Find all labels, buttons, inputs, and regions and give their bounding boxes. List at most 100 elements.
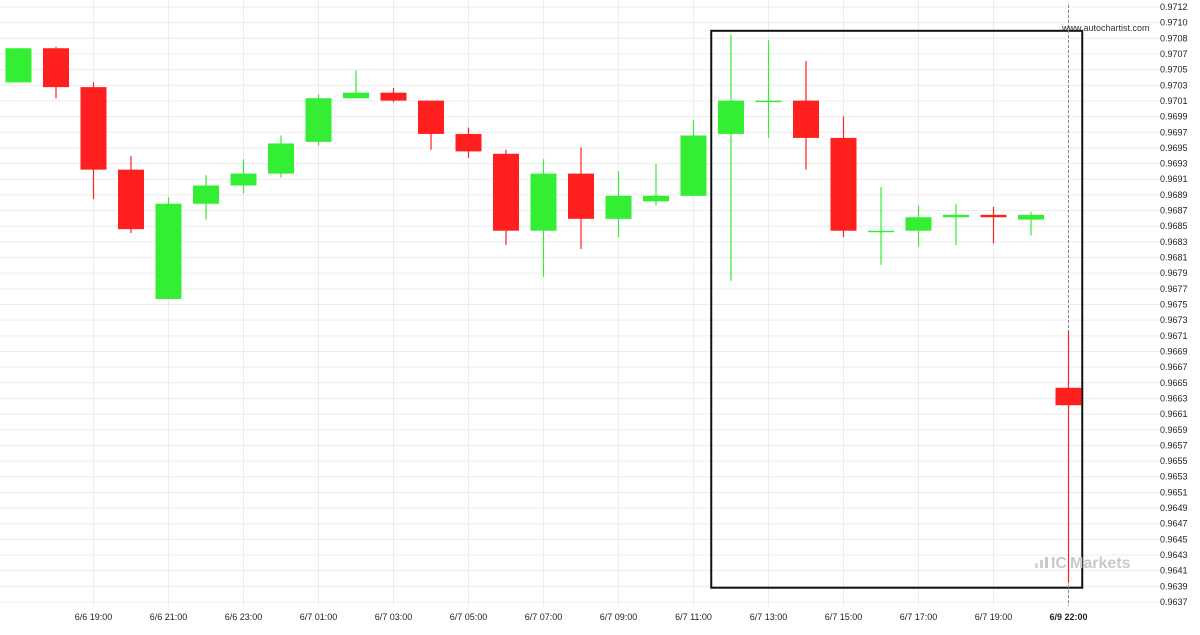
- x-tick-label: 6/7 19:00: [975, 612, 1013, 622]
- x-tick-label: 6/7 17:00: [900, 612, 938, 622]
- y-tick-label: 0.9679: [1160, 268, 1188, 278]
- candle-body: [305, 98, 332, 142]
- pattern-highlight-box: [710, 29, 1084, 589]
- candle-body: [230, 173, 257, 186]
- x-axis: 6/6 19:00 6/6 21:00 6/6 23:00 6/7 01:00 6/7 …: [75, 612, 1088, 622]
- candle-body: [1055, 387, 1082, 406]
- candle-up: [943, 203, 969, 245]
- candle-up: [193, 175, 219, 220]
- candle-body: [568, 173, 594, 219]
- candle-down: [80, 82, 107, 199]
- candle-down: [980, 206, 1007, 244]
- y-tick-label: 0.9681: [1160, 253, 1188, 263]
- candle-up: [718, 34, 744, 281]
- candle-body: [493, 153, 519, 231]
- y-tick-label: 0.9701: [1160, 96, 1188, 106]
- x-tick-label: 6/7 15:00: [825, 612, 863, 622]
- y-tick-label: 0.9689: [1160, 190, 1188, 200]
- candle-body: [80, 87, 107, 170]
- candle-up: [755, 40, 782, 138]
- candle-down: [380, 87, 407, 103]
- candle-body: [643, 195, 669, 202]
- x-tick-label: 6/6 19:00: [75, 612, 113, 622]
- y-tick-label: 0.9677: [1160, 284, 1188, 294]
- y-tick-label: 0.9697: [1160, 127, 1188, 137]
- candle-up: [5, 48, 32, 83]
- x-tick-label: 6/7 01:00: [300, 612, 338, 622]
- candle-body: [530, 173, 557, 231]
- y-tick-label: 0.9661: [1160, 409, 1188, 419]
- candle-body: [193, 185, 219, 204]
- candle-up: [905, 205, 932, 247]
- y-tick-label: 0.9657: [1160, 440, 1188, 450]
- x-tick-label: 6/7 09:00: [600, 612, 638, 622]
- candle-body: [1018, 214, 1044, 220]
- candle-up: [305, 94, 332, 146]
- candle-down: [455, 127, 482, 158]
- y-tick-label: 0.9647: [1160, 519, 1188, 529]
- candle-body: [605, 195, 632, 219]
- candle-body: [5, 48, 32, 83]
- y-tick-label: 0.9645: [1160, 534, 1188, 544]
- y-tick-label: 0.9712: [1160, 2, 1188, 12]
- x-tick-label: 6/9 22:00: [1049, 612, 1087, 622]
- candle-up: [343, 70, 369, 99]
- candle-up: [1018, 211, 1044, 236]
- y-tick-label: 0.9651: [1160, 487, 1188, 497]
- y-tick-label: 0.9705: [1160, 65, 1188, 75]
- watermark-text: www.autochartist.com: [1061, 23, 1150, 33]
- y-tick-label: 0.9669: [1160, 346, 1188, 356]
- x-tick-label: 6/7 05:00: [450, 612, 488, 622]
- candle-layer: [5, 34, 1082, 583]
- candle-down: [493, 149, 519, 245]
- x-tick-label: 6/6 21:00: [150, 612, 188, 622]
- x-tick-label: 6/6 23:00: [225, 612, 263, 622]
- candle-body: [793, 100, 819, 138]
- candle-down: [568, 147, 594, 249]
- y-tick-label: 0.9710: [1160, 18, 1188, 28]
- candle-body: [680, 135, 707, 196]
- candle-body: [868, 230, 894, 233]
- y-tick-label: 0.9693: [1160, 159, 1188, 169]
- candle-up: [155, 197, 182, 299]
- y-axis: 0.9712 0.9710 0.9708 0.9707 0.9705 0.9703 0.97…: [1160, 2, 1188, 607]
- candle-body: [43, 48, 69, 88]
- candle-up: [230, 159, 257, 194]
- y-tick-label: 0.9695: [1160, 143, 1188, 153]
- candle-body: [418, 100, 444, 134]
- y-tick-label: 0.9708: [1160, 33, 1188, 43]
- candle-down: [43, 46, 69, 99]
- y-tick-label: 0.9687: [1160, 206, 1188, 216]
- candle-body: [980, 214, 1007, 218]
- candle-body: [718, 100, 744, 134]
- candle-body: [830, 137, 857, 231]
- y-tick-label: 0.9691: [1160, 174, 1188, 184]
- candle-up: [868, 187, 894, 265]
- candle-up: [643, 164, 669, 206]
- y-tick-label: 0.9667: [1160, 362, 1188, 372]
- y-tick-label: 0.9707: [1160, 49, 1188, 59]
- candle-down: [118, 156, 144, 234]
- candle-up: [268, 135, 294, 178]
- y-tick-label: 0.9673: [1160, 315, 1188, 325]
- broker-logo-text: Markets: [1070, 555, 1131, 572]
- candle-down: [1055, 330, 1082, 583]
- y-tick-label: 0.9649: [1160, 503, 1188, 513]
- y-tick-label: 0.9663: [1160, 393, 1188, 403]
- candle-body: [455, 133, 482, 152]
- y-tick-label: 0.9683: [1160, 237, 1188, 247]
- candle-up: [530, 159, 557, 277]
- candle-body: [905, 217, 932, 231]
- y-tick-label: 0.9665: [1160, 378, 1188, 388]
- candle-body: [343, 92, 369, 99]
- candle-body: [118, 169, 144, 230]
- y-tick-label: 0.9659: [1160, 425, 1188, 435]
- y-tick-label: 0.9643: [1160, 550, 1188, 560]
- signal-bars-icon: [1035, 557, 1048, 568]
- x-tick-label: 6/7 03:00: [375, 612, 413, 622]
- broker-logo: IC Markets: [1035, 555, 1131, 572]
- x-tick-label: 6/7 11:00: [675, 612, 712, 622]
